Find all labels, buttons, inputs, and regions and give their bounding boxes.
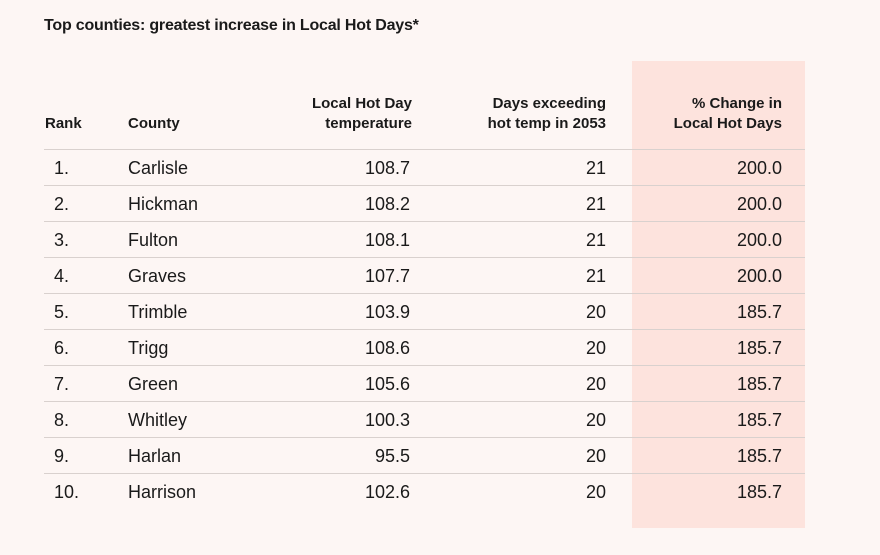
- cell-pct-change: 200.0: [736, 266, 782, 286]
- cell-county: Trimble: [128, 302, 188, 322]
- cell-county: Harlan: [128, 446, 182, 466]
- cell-days-exceeding: 20: [585, 338, 606, 358]
- cell-rank: 4.: [54, 266, 70, 286]
- cell-temperature: 108.2: [364, 194, 410, 214]
- cell-pct-change: 185.7: [736, 302, 782, 322]
- header-temperature: Local Hot Day temperature: [250, 94, 412, 134]
- cell-days-exceeding: 21: [585, 230, 606, 250]
- cell-temperature: 102.6: [364, 482, 410, 502]
- cell-county: Hickman: [128, 194, 199, 214]
- table-row: 2. Hickman 108.2 21 200.0: [44, 185, 805, 222]
- cell-rank: 3.: [54, 230, 70, 250]
- header-days-exceeding: Days exceeding hot temp in 2053: [440, 94, 606, 134]
- table-row: 6. Trigg 108.6 20 185.7: [44, 329, 805, 366]
- cell-county: Carlisle: [128, 158, 189, 178]
- cell-temperature: 95.5: [374, 446, 410, 466]
- table-title: Top counties: greatest increase in Local…: [44, 17, 419, 34]
- cell-temperature: 100.3: [364, 410, 410, 430]
- cell-temperature: 108.6: [364, 338, 410, 358]
- header-temperature-line-2: temperature: [325, 115, 412, 132]
- cell-temperature: 107.7: [364, 266, 410, 286]
- cell-days-exceeding: 20: [585, 302, 606, 322]
- cell-pct-change: 200.0: [736, 194, 782, 214]
- cell-county: Fulton: [128, 230, 179, 250]
- cell-days-exceeding: 21: [585, 158, 606, 178]
- table-row: 8. Whitley 100.3 20 185.7: [44, 401, 805, 438]
- cell-rank: 5.: [54, 302, 70, 322]
- cell-days-exceeding: 20: [585, 482, 606, 502]
- cell-rank: 2.: [54, 194, 70, 214]
- header-rank: Rank: [45, 114, 82, 154]
- cell-county: Trigg: [128, 338, 169, 358]
- pct-change-column-highlight: [632, 61, 805, 528]
- header-pct-line-1: % Change in: [691, 95, 782, 112]
- table-row: 10. Harrison 102.6 20 185.7: [44, 473, 805, 510]
- cell-temperature: 103.9: [364, 302, 410, 322]
- table-row: 3. Fulton 108.1 21 200.0: [44, 221, 805, 258]
- cell-days-exceeding: 20: [585, 410, 606, 430]
- cell-rank: 1.: [54, 158, 70, 178]
- cell-county: Whitley: [128, 410, 188, 430]
- cell-temperature: 105.6: [364, 374, 410, 394]
- table-row: 7. Green 105.6 20 185.7: [44, 365, 805, 402]
- table-row: 9. Harlan 95.5 20 185.7: [44, 437, 805, 474]
- cell-pct-change: 200.0: [736, 230, 782, 250]
- cell-pct-change: 200.0: [736, 158, 782, 178]
- header-pct-change: % Change in Local Hot Days: [640, 94, 782, 134]
- cell-temperature: 108.7: [364, 158, 410, 178]
- cell-days-exceeding: 21: [585, 194, 606, 214]
- table-row: 4. Graves 107.7 21 200.0: [44, 257, 805, 294]
- cell-temperature: 108.1: [364, 230, 410, 250]
- table-row: 5. Trimble 103.9 20 185.7: [44, 293, 805, 330]
- cell-pct-change: 185.7: [736, 338, 782, 358]
- cell-rank: 7.: [54, 374, 70, 394]
- cell-rank: 6.: [54, 338, 70, 358]
- cell-days-exceeding: 20: [585, 374, 606, 394]
- cell-rank: 9.: [54, 446, 70, 466]
- header-days-line-1: Days exceeding: [492, 95, 606, 112]
- header-county-line: County: [128, 115, 180, 132]
- header-rank-line: Rank: [45, 115, 82, 132]
- cell-rank: 8.: [54, 410, 70, 430]
- cell-pct-change: 185.7: [736, 374, 782, 394]
- cell-rank: 10.: [54, 482, 80, 502]
- table-row: 1. Carlisle 108.7 21 200.0: [44, 149, 805, 186]
- cell-county: Harrison: [128, 482, 197, 502]
- cell-pct-change: 185.7: [736, 482, 782, 502]
- header-pct-line-2: Local Hot Days: [673, 115, 782, 132]
- cell-county: Graves: [128, 266, 187, 286]
- header-days-line-2: hot temp in 2053: [487, 115, 606, 132]
- cell-days-exceeding: 21: [585, 266, 606, 286]
- cell-pct-change: 185.7: [736, 446, 782, 466]
- cell-county: Green: [128, 374, 179, 394]
- header-temperature-line-1: Local Hot Day: [311, 95, 412, 112]
- cell-days-exceeding: 20: [585, 446, 606, 466]
- cell-pct-change: 185.7: [736, 410, 782, 430]
- header-county: County: [128, 114, 180, 154]
